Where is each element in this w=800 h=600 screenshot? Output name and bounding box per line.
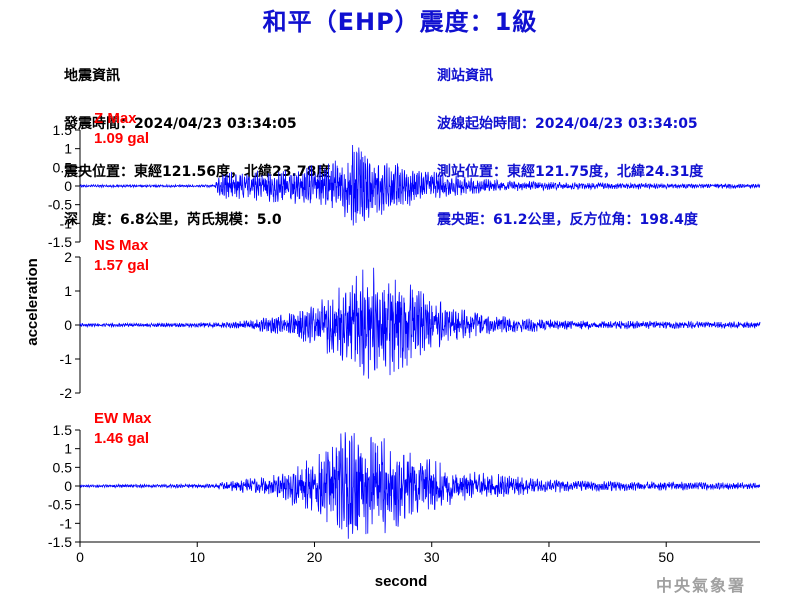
max-label-z: Z Max xyxy=(94,110,137,127)
agency-credit: 中央氣象署 xyxy=(656,576,747,595)
x-tick-label: 30 xyxy=(424,549,440,565)
station-info-block: 測站資訊 波線起始時間：2024/04/23 03:34:05 測站位置：東經1… xyxy=(437,36,703,260)
x-tick-label: 10 xyxy=(189,549,205,565)
max-label-ns: NS Max xyxy=(94,237,149,254)
x-tick-label: 0 xyxy=(76,549,84,565)
quake-time: 發震時間：2024/04/23 03:34:05 xyxy=(64,116,297,132)
epicentral-distance: 震央距：61.2公里，反方位角：198.4度 xyxy=(437,212,698,228)
y-tick-label-z: 1.5 xyxy=(53,122,73,138)
y-tick-label-ew: -0.5 xyxy=(48,497,72,513)
y-tick-label-ew: 0.5 xyxy=(53,459,73,475)
y-tick-label-z: -1 xyxy=(60,215,73,231)
y-tick-label-ns: -1 xyxy=(60,351,73,367)
y-tick-label-z: 0.5 xyxy=(53,159,73,175)
y-tick-label-ew: 0 xyxy=(64,478,72,494)
max-value-ns: 1.57 gal xyxy=(94,257,149,274)
station-info-heading: 測站資訊 xyxy=(437,68,493,84)
wave-start-time: 波線起始時間：2024/04/23 03:34:05 xyxy=(437,116,698,132)
y-tick-label-z: 1 xyxy=(64,141,72,157)
y-tick-label-ns: 1 xyxy=(64,283,72,299)
y-tick-label-ew: 1 xyxy=(64,441,72,457)
y-tick-label-ew: 1.5 xyxy=(53,422,73,438)
y-tick-label-ns: 2 xyxy=(64,249,72,265)
quake-epicenter: 震央位置：東經121.56度，北緯23.78度 xyxy=(64,164,331,180)
y-tick-label-z: 0 xyxy=(64,178,72,194)
y-tick-label-ns: 0 xyxy=(64,317,72,333)
y-tick-label-z: -1.5 xyxy=(48,234,72,250)
y-tick-label-ew: -1 xyxy=(60,515,73,531)
quake-info-heading: 地震資訊 xyxy=(64,68,120,84)
quake-depth-magnitude: 深 度：6.8公里，芮氏規模：5.0 xyxy=(64,212,282,228)
quake-info-block: 地震資訊 發震時間：2024/04/23 03:34:05 震央位置：東經121… xyxy=(64,36,330,260)
x-axis-label: second xyxy=(375,573,428,590)
y-axis-label: acceleration xyxy=(24,258,41,346)
station-location: 測站位置：東經121.75度，北緯24.31度 xyxy=(437,164,704,180)
x-tick-label: 40 xyxy=(541,549,557,565)
max-label-ew: EW Max xyxy=(94,410,152,427)
max-value-ew: 1.46 gal xyxy=(94,430,149,447)
waveform-trace-ew xyxy=(79,432,761,539)
x-tick-label: 20 xyxy=(307,549,323,565)
x-tick-label: 50 xyxy=(658,549,674,565)
max-value-z: 1.09 gal xyxy=(94,130,149,147)
y-tick-label-ew: -1.5 xyxy=(48,534,72,550)
y-tick-label-z: -0.5 xyxy=(48,197,72,213)
figure-title: 和平（EHP）震度：1級 xyxy=(262,8,538,36)
waveform-trace-ns xyxy=(79,267,761,379)
waveform-trace-z xyxy=(79,144,761,226)
y-tick-label-ns: -2 xyxy=(60,385,73,401)
